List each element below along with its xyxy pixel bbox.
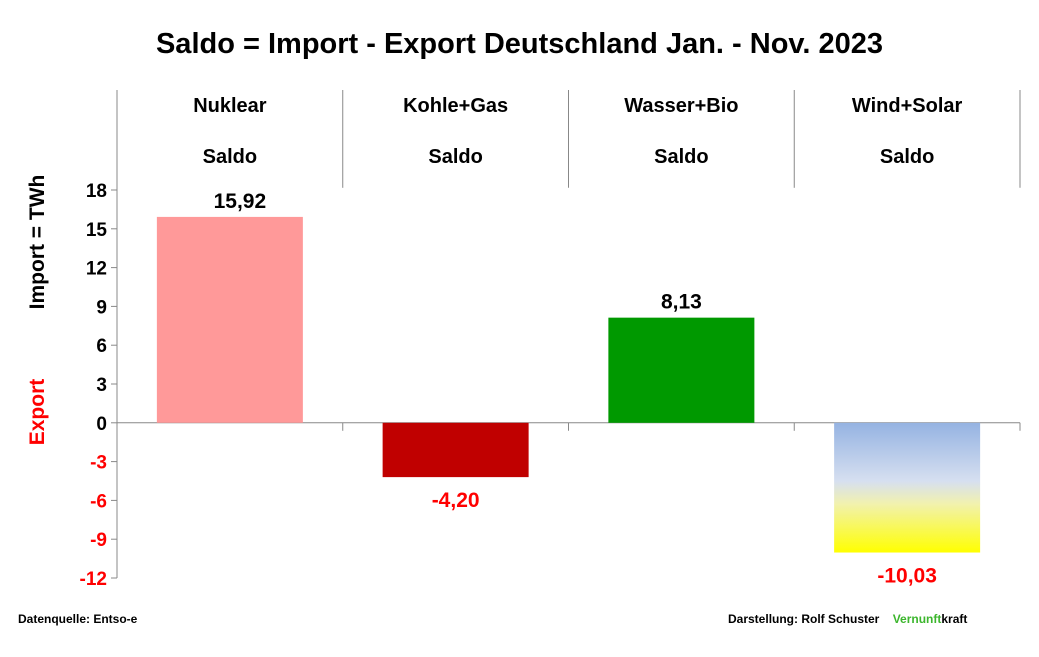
credit: Darstellung: Rolf Schuster Vernunftkraft <box>728 612 967 626</box>
brand-kraft: kraft <box>941 612 968 626</box>
credit-author: Darstellung: Rolf Schuster <box>728 612 880 626</box>
y-tick-label: 0 <box>96 414 107 435</box>
y-tick-label: 12 <box>86 259 107 280</box>
y-tick-label: -9 <box>90 530 107 551</box>
bars <box>156 216 981 553</box>
y-tick-label: 9 <box>96 297 107 318</box>
bar-wasser-bio <box>608 317 755 423</box>
y-tick-label: -3 <box>90 453 107 474</box>
data-label: 8,13 <box>661 291 702 314</box>
category-sublabel: Saldo <box>428 146 482 168</box>
category-sublabel: Saldo <box>880 146 934 168</box>
category-label: Wasser+Bio <box>624 95 738 117</box>
bar-kohle-gas <box>382 422 529 478</box>
y-tick-label: 18 <box>86 181 107 202</box>
y-axis-label-export: Export <box>26 379 49 446</box>
category-label: Kohle+Gas <box>403 95 508 117</box>
category-sublabel: Saldo <box>654 146 708 168</box>
category-dividers <box>342 90 1021 431</box>
data-source: Datenquelle: Entso-e <box>18 612 138 626</box>
data-label: 15,92 <box>214 190 267 213</box>
y-tick-label: 15 <box>86 220 108 241</box>
data-label: -4,20 <box>432 489 480 512</box>
category-label: Nuklear <box>193 95 267 117</box>
data-labels: 15,92 -4,20 8,13 -10,03 <box>214 190 937 588</box>
data-label: -10,03 <box>877 565 937 588</box>
y-tick-label: -12 <box>80 569 107 590</box>
bar-nuklear <box>156 216 303 423</box>
bar-wind-solar <box>834 422 981 553</box>
y-tick-label: -6 <box>90 491 107 512</box>
category-labels: Nuklear Saldo Kohle+Gas Saldo Wasser+Bio Sald… <box>193 95 962 168</box>
brand-vernunft: Vernunft <box>892 612 942 626</box>
category-label: Wind+Solar <box>852 95 963 117</box>
y-tick-label: 6 <box>96 336 107 357</box>
y-tick-label: 3 <box>96 375 107 396</box>
chart-title: Saldo = Import - Export Deutschland Jan.… <box>155 28 884 60</box>
y-axis-label-import: Import = TWh <box>26 175 49 310</box>
category-sublabel: Saldo <box>203 146 257 168</box>
